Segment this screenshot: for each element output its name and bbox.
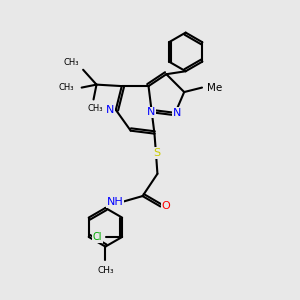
Text: N: N: [106, 105, 115, 115]
Text: Me: Me: [207, 82, 223, 93]
Text: CH₃: CH₃: [63, 58, 79, 68]
Text: Cl: Cl: [93, 232, 102, 242]
Text: CH₃: CH₃: [87, 104, 103, 113]
Text: CH₃: CH₃: [59, 83, 74, 92]
Text: O: O: [161, 202, 170, 212]
Text: S: S: [153, 148, 160, 158]
Text: N: N: [173, 108, 182, 118]
Text: N: N: [147, 107, 155, 117]
Text: CH₃: CH₃: [97, 266, 114, 275]
Text: NH: NH: [107, 197, 124, 207]
